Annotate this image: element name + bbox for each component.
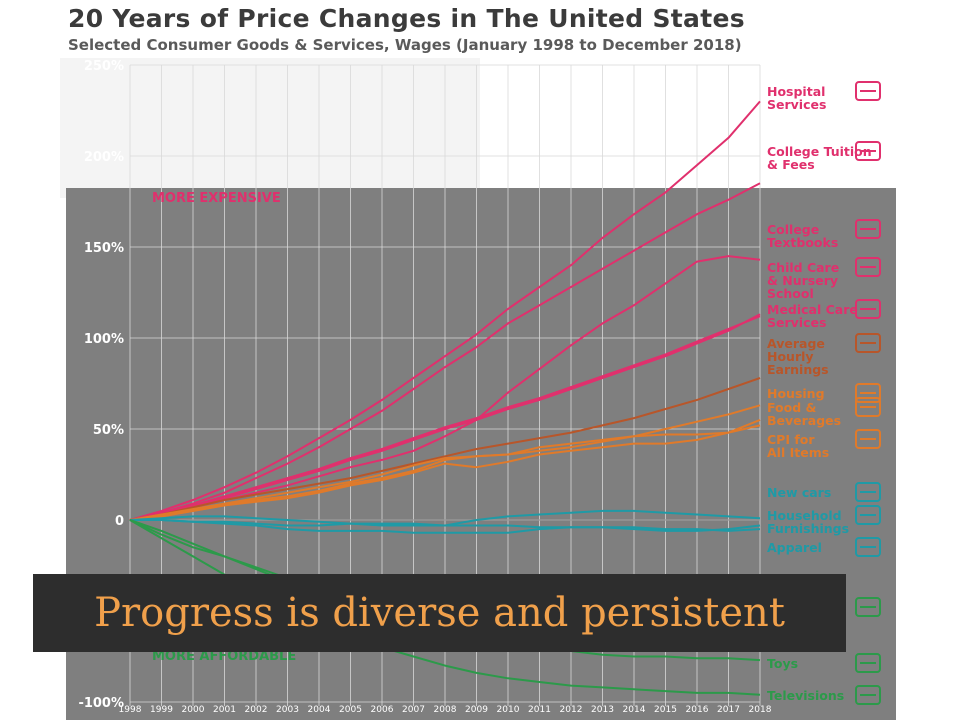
price-tag-icon <box>855 429 881 449</box>
chart-upper-background <box>60 58 480 198</box>
x-tick-label: 2016 <box>686 705 709 715</box>
food-icon <box>855 397 881 417</box>
legend-label: Toys <box>767 656 798 671</box>
shirt-icon <box>855 537 881 557</box>
legend-label: Medical Care Services <box>767 302 858 330</box>
annotation-more-expensive: MORE EXPENSIVE <box>152 191 281 206</box>
x-tick-label: 2004 <box>308 705 331 715</box>
series-line-4 <box>129 313 761 521</box>
series-line-5 <box>129 377 761 521</box>
house-furnishings-icon <box>855 505 881 525</box>
house-icon <box>855 383 881 403</box>
x-tick-label: 1998 <box>119 705 142 715</box>
x-tick-label: 2003 <box>276 705 299 715</box>
x-tick-label: 2017 <box>717 705 740 715</box>
x-tick-label: 2006 <box>371 705 394 715</box>
legend-label: Apparel <box>767 540 822 555</box>
series-line-1 <box>129 182 761 521</box>
chart-subtitle: Selected Consumer Goods & Services, Wage… <box>68 36 742 54</box>
caption-box <box>33 574 846 652</box>
x-tick-label: 2008 <box>434 705 457 715</box>
legend-label: New cars <box>767 485 831 500</box>
y-tick-label: 200% <box>84 150 124 165</box>
x-tick-label: 2000 <box>182 705 205 715</box>
television-icon <box>855 685 881 705</box>
x-tick-label: 2005 <box>339 705 362 715</box>
y-tick-label: 50% <box>93 423 124 438</box>
x-tick-label: 2010 <box>497 705 520 715</box>
x-tick-label: 1999 <box>150 705 173 715</box>
series-line-0 <box>129 100 761 521</box>
x-tick-label: 2011 <box>528 705 551 715</box>
legend-label: College Tuition & Fees <box>767 144 872 172</box>
car-icon <box>855 482 881 502</box>
x-tick-label: 2009 <box>465 705 488 715</box>
x-tick-label: 2012 <box>560 705 583 715</box>
books-icon <box>855 219 881 239</box>
x-tick-label: 2015 <box>654 705 677 715</box>
legend-label: Child Care & Nursery School <box>767 260 839 301</box>
x-tick-label: 2018 <box>749 705 772 715</box>
slide-caption: Progress is diverse and persistent <box>94 590 785 636</box>
x-tick-label: 2001 <box>213 705 236 715</box>
legend-label: Televisions <box>767 688 844 703</box>
x-tick-label: 2007 <box>402 705 425 715</box>
series-line-6 <box>129 404 761 521</box>
hospital-icon <box>855 81 881 101</box>
x-tick-label: 2002 <box>245 705 268 715</box>
software-icon <box>855 597 881 617</box>
legend-label: Housing <box>767 386 825 401</box>
legend-label: CPI for All Items <box>767 432 829 460</box>
x-tick-label: 2013 <box>591 705 614 715</box>
x-tick-label: 2014 <box>623 705 646 715</box>
legend-label: Household Furnishings <box>767 508 849 536</box>
y-tick-label: 100% <box>84 332 124 347</box>
series-line-10 <box>129 515 761 532</box>
legend-label: Average Hourly Earnings <box>767 336 829 377</box>
medical-cross-icon <box>855 299 881 319</box>
legend-label: Hospital Services <box>767 84 826 112</box>
series-line-11 <box>130 519 761 534</box>
child-care-icon <box>855 257 881 277</box>
chart-title: 20 Years of Price Changes in The United … <box>68 4 745 33</box>
y-axis-tick-labels: -100% 0 50% 100% 150% 200% 250% <box>78 59 124 711</box>
y-tick-label: -100% <box>78 696 124 711</box>
graduation-cap-icon <box>855 141 881 161</box>
y-tick-label: 250% <box>84 59 124 74</box>
toys-icon <box>855 653 881 673</box>
legend: Hospital Services College Tuition & Fees Col… <box>767 81 881 705</box>
legend-label: Food & Beverages <box>767 400 841 428</box>
y-tick-label: 150% <box>84 241 124 256</box>
legend-label: College Textbooks <box>767 222 838 250</box>
y-tick-label: 0 <box>115 514 124 529</box>
series-line-8 <box>129 418 761 521</box>
annotation-more-affordable: MORE AFFORDABLE <box>152 649 296 664</box>
series-line-3 <box>129 315 761 521</box>
x-axis-tick-labels: 1998 1999 2000 2001 2002 2003 2004 2005 2006 2007… <box>119 705 772 715</box>
clock-money-icon <box>855 333 881 353</box>
